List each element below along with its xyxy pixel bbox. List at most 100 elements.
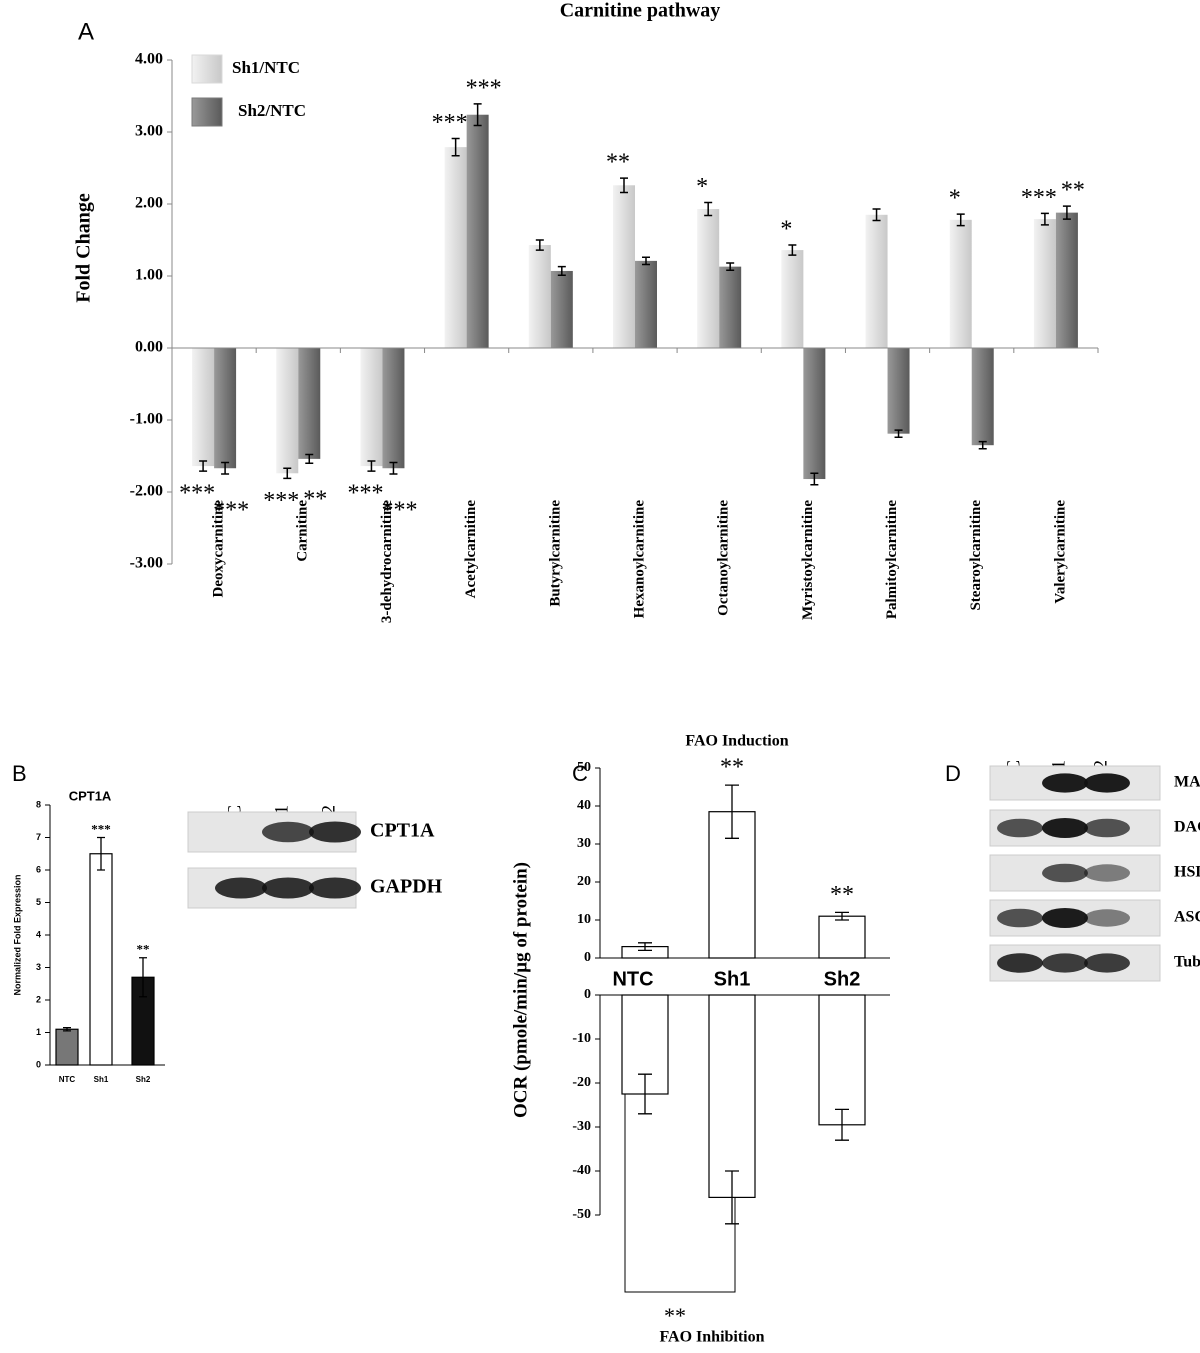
row-label: DAGLA: [1174, 819, 1200, 836]
blot-band: [1084, 818, 1130, 838]
x-tick-label: Stearoylcarnitine: [968, 500, 984, 611]
annotation: **: [664, 1303, 686, 1328]
annotation: **: [303, 487, 327, 513]
blot-band: [262, 877, 314, 899]
bar: [949, 219, 972, 348]
x-tick-label: Hexanoylcarnitine: [631, 500, 647, 619]
annotation: ***: [1021, 185, 1057, 211]
y-tick-label: -30: [572, 1119, 591, 1134]
x-tick-label: NTC: [59, 1075, 76, 1084]
error-bar: [63, 1026, 71, 1032]
y-tick-label: 30: [577, 836, 591, 851]
x-tick-label: Myristoylcarnitine: [800, 500, 816, 620]
chart-title: FAO Induction: [685, 733, 788, 750]
annotation: ***: [381, 498, 417, 524]
bar: [550, 270, 573, 348]
y-tick-label: 10: [577, 912, 591, 927]
chart-title: FAO Inhibition: [659, 1329, 764, 1346]
error-bar: [1062, 205, 1071, 220]
error-bar: [725, 784, 739, 839]
bar: [697, 209, 720, 348]
bar: [192, 348, 215, 467]
error-bar: [139, 957, 147, 998]
panel-label: A: [78, 18, 94, 45]
y-tick-label: -10: [572, 1031, 591, 1046]
y-tick-label: 1: [36, 1027, 41, 1037]
error-bar: [451, 137, 460, 157]
bar: [818, 915, 866, 959]
error-bar: [894, 429, 903, 439]
annotation: ***: [347, 481, 383, 507]
y-axis-label: Fold Change: [73, 193, 95, 303]
y-tick-label: 20: [577, 874, 591, 889]
x-tick-label: Deoxycarnitine: [211, 500, 227, 598]
blot-band: [1084, 909, 1130, 927]
error-bar: [725, 1170, 739, 1225]
bar: [298, 348, 321, 459]
blot-band: [1042, 773, 1088, 793]
error-bar: [810, 472, 819, 486]
blot-band: [1042, 817, 1088, 839]
annotation: *: [780, 217, 792, 243]
blot-band: [309, 821, 361, 843]
y-tick-label: 0.00: [135, 339, 163, 356]
row-label: CPT1A: [370, 820, 435, 842]
error-bar: [199, 460, 208, 472]
error-bar: [835, 911, 849, 921]
blot-band: [1084, 773, 1130, 793]
error-bar: [283, 467, 292, 480]
y-tick-label: 50: [577, 760, 591, 775]
blot-band: [1042, 907, 1088, 929]
y-tick-label: -50: [572, 1207, 591, 1222]
blot-band: [215, 877, 267, 899]
x-tick-label: 3-dehydrocarnitine: [379, 500, 395, 623]
y-tick-label: -2.00: [130, 483, 163, 500]
y-tick-label: 3: [36, 962, 41, 972]
annotation: ***: [466, 75, 502, 101]
y-tick-label: -20: [572, 1075, 591, 1090]
row-label: Tubulin: [1174, 954, 1200, 971]
error-bar: [473, 103, 482, 127]
error-bar: [620, 177, 628, 194]
y-tick-label: 3.00: [135, 123, 163, 140]
bar: [865, 214, 888, 348]
x-tick-label: Sh2: [824, 968, 861, 990]
y-tick-label: 5: [36, 897, 41, 907]
error-bar: [305, 453, 314, 464]
error-bar: [978, 440, 987, 450]
error-bar: [389, 461, 398, 475]
bar: [528, 245, 551, 348]
y-tick-label: 0: [584, 987, 591, 1002]
panel-label: D: [945, 761, 961, 786]
blot-band: [997, 908, 1043, 928]
x-tick-label: Butyrylcarnitine: [547, 500, 563, 607]
blot-band: [997, 953, 1043, 973]
x-tick-label: Sh1: [94, 1075, 109, 1084]
bar: [276, 348, 299, 474]
x-tick-label: Valerylcarnitine: [1052, 500, 1068, 604]
error-bar: [221, 461, 230, 475]
panel-label: B: [12, 761, 27, 786]
row-label: MAGL: [1174, 774, 1200, 791]
bar: [635, 260, 657, 348]
y-tick-label: 8: [36, 799, 41, 809]
annotation: ***: [432, 110, 468, 136]
blot-band: [262, 821, 314, 843]
y-axis-label: Normalized Fold Expression: [12, 874, 22, 995]
y-tick-label: -1.00: [130, 411, 163, 428]
bar: [719, 266, 742, 348]
bar: [781, 250, 804, 348]
annotation: **: [830, 882, 854, 908]
error-bar: [557, 265, 566, 277]
row-label: GAPDH: [370, 876, 443, 898]
x-tick-label: Sh1: [714, 968, 751, 990]
annotation: ***: [91, 821, 111, 836]
annotation: **: [1061, 178, 1085, 204]
y-tick-label: 2: [36, 994, 41, 1004]
bar: [55, 1028, 79, 1066]
y-tick-label: -40: [572, 1163, 591, 1178]
y-axis-label: OCR (pmole/min/µg of protein): [510, 862, 531, 1118]
y-tick-label: 0: [584, 950, 591, 965]
bar: [887, 348, 910, 434]
error-bar: [642, 256, 650, 266]
